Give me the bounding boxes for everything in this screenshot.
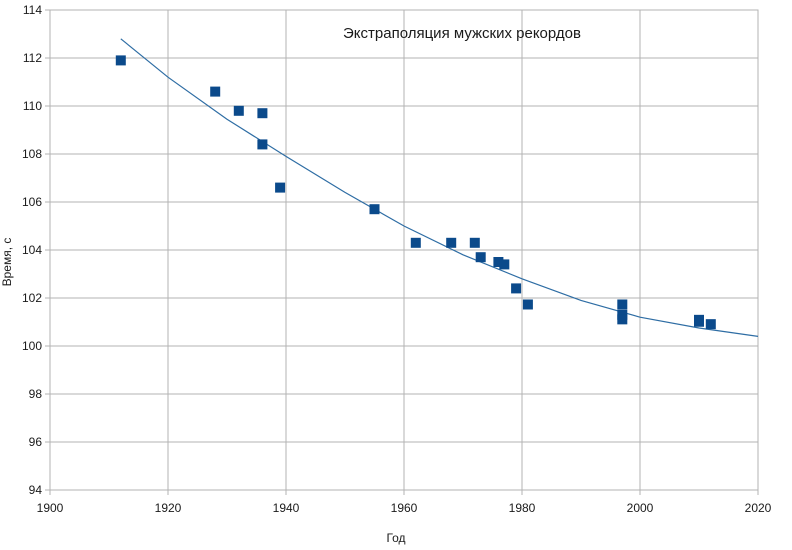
data-point — [257, 108, 268, 119]
x-tick-label: 1940 — [273, 501, 300, 515]
x-tick-label: 1900 — [37, 501, 64, 515]
data-point — [617, 299, 628, 310]
data-point — [694, 316, 704, 327]
data-point — [257, 139, 268, 150]
data-points — [115, 55, 716, 330]
y-tick-label: 94 — [29, 483, 43, 497]
y-tick-label: 104 — [22, 243, 42, 257]
x-tick-label: 2020 — [745, 501, 772, 515]
x-tick-labels: 1900 1920 1940 1960 1980 2000 2020 — [37, 501, 772, 515]
y-tick-label: 108 — [22, 147, 42, 161]
trend-line — [120, 38, 759, 337]
y-tick-label: 110 — [23, 99, 42, 113]
x-tick-label: 1920 — [155, 501, 182, 515]
y-tick-label: 102 — [22, 291, 42, 305]
plot-frame — [49, 9, 759, 491]
data-point — [446, 237, 457, 248]
y-tick-label: 100 — [22, 339, 42, 353]
x-tick-label: 1980 — [509, 501, 536, 515]
chart-title: Экстраполяция мужских рекордов — [343, 25, 581, 42]
x-axis-label: Год — [386, 531, 405, 545]
y-tick-label: 98 — [29, 387, 43, 401]
data-point — [511, 283, 522, 294]
data-point — [410, 237, 421, 248]
plot-border — [49, 9, 759, 491]
y-axis-label: Время, с — [0, 238, 14, 287]
y-tick-label: 96 — [29, 435, 43, 449]
y-tick-label: 114 — [23, 3, 42, 17]
y-tick-label: 106 — [22, 195, 42, 209]
data-point — [275, 182, 286, 193]
data-point — [369, 204, 380, 215]
data-point — [617, 314, 628, 325]
data-point — [499, 259, 510, 270]
trend-curve — [120, 38, 759, 337]
data-point — [522, 299, 533, 310]
x-tick-label: 1960 — [391, 501, 418, 515]
data-point — [705, 319, 716, 330]
data-point — [469, 237, 480, 248]
grid — [45, 9, 759, 495]
data-point — [115, 55, 126, 66]
x-tick-label: 2000 — [627, 501, 654, 515]
data-point — [493, 257, 504, 267]
y-tick-label: 112 — [23, 51, 42, 65]
data-point — [210, 86, 221, 97]
data-point — [233, 105, 244, 116]
y-tick-labels: 94 96 98 100 102 104 106 108 110 112 114 — [22, 3, 42, 497]
data-point — [475, 252, 486, 263]
